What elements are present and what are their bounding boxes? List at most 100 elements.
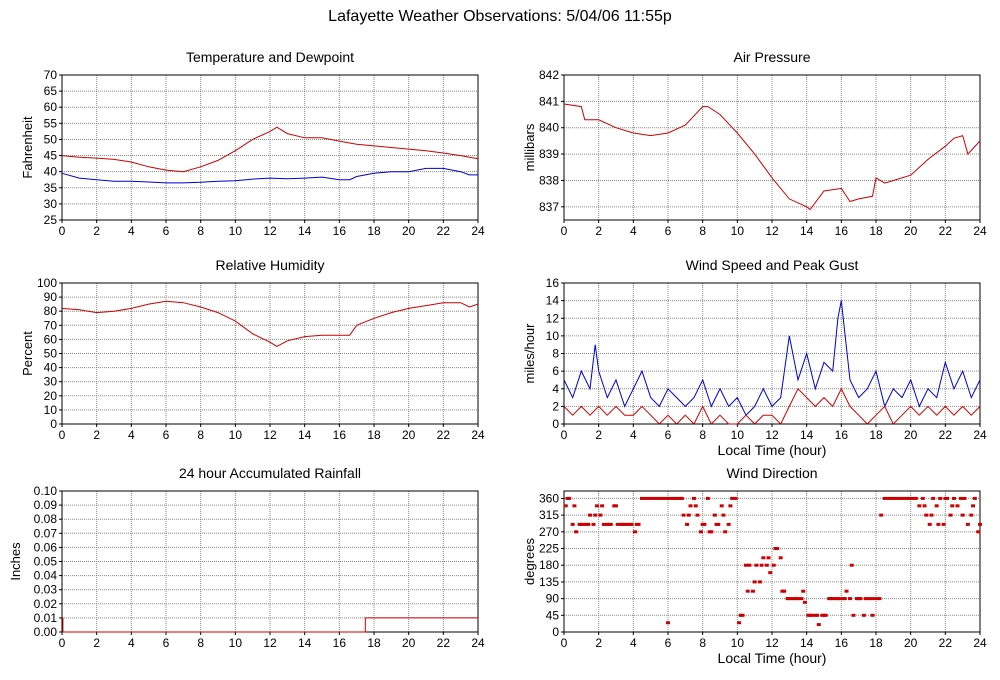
pressure-xtick-label: 6 (665, 224, 672, 238)
temp-ytick-label: 55 (44, 116, 58, 130)
temp-ytick-label: 30 (44, 197, 58, 211)
winddir-point (588, 513, 592, 517)
winddir-point (714, 522, 719, 526)
temp-xtick-label: 12 (263, 224, 277, 238)
humidity-xtick-label: 24 (471, 428, 485, 442)
winddir-point (969, 513, 974, 517)
winddir-point (861, 613, 866, 617)
humidity-ytick-label: 50 (44, 347, 58, 361)
wind-xtick-label: 24 (973, 428, 987, 442)
winddir-point (965, 522, 970, 526)
winddir-point (927, 522, 932, 526)
temp-xtick-label: 8 (197, 224, 204, 238)
pressure-xtick-label: 0 (561, 224, 568, 238)
winddir-point (627, 522, 632, 526)
pressure-xtick-label: 12 (765, 224, 779, 238)
winddir-point (882, 496, 887, 500)
winddir-point (768, 571, 773, 575)
winddir-point (971, 504, 976, 508)
rain-ytick-label: 0.05 (34, 555, 58, 569)
pressure-xtick-label: 16 (835, 224, 849, 238)
winddir-point (598, 513, 603, 517)
temp-xtick-label: 22 (437, 224, 451, 238)
wind-series-0-line (563, 300, 981, 417)
wind-xtick-label: 4 (630, 428, 637, 442)
humidity-ytick-label: 100 (37, 276, 57, 290)
winddir-xtick-label: 2 (595, 636, 602, 650)
winddir-point (707, 530, 712, 534)
humidity-ytick-label: 30 (44, 375, 58, 389)
winddir-point (943, 496, 948, 500)
winddir-point (934, 504, 939, 508)
winddir-point (828, 597, 833, 601)
pressure-xtick-label: 20 (904, 224, 918, 238)
wind-xtick-label: 16 (835, 428, 849, 442)
rain-ytick-label: 0.04 (34, 569, 58, 583)
winddir-point (640, 496, 644, 500)
winddir-xtick-label: 4 (630, 636, 637, 650)
winddir-point (733, 496, 738, 500)
rain-ytick-label: 0.09 (34, 498, 58, 512)
rain-ytick-label: 0.02 (34, 597, 58, 611)
winddir-point (799, 597, 804, 601)
winddir-point (801, 589, 806, 593)
winddir-point (681, 513, 686, 517)
pressure-ytick-label: 840 (539, 121, 559, 135)
winddir-ylabel: degrees (522, 538, 537, 585)
winddir-point (646, 496, 651, 500)
wind-series-1-line (563, 387, 981, 425)
rain-ytick-label: 0.01 (34, 611, 58, 625)
pressure-xtick-label: 2 (595, 224, 602, 238)
temp-xtick-label: 10 (229, 224, 243, 238)
winddir-point (863, 597, 868, 601)
wind-ytick-label: 14 (546, 294, 560, 308)
winddir-point (737, 621, 742, 625)
rain-xtick-label: 0 (59, 636, 66, 650)
winddir-point (633, 530, 638, 534)
winddir-point (938, 496, 943, 500)
winddir-xtick-label: 20 (904, 636, 918, 650)
winddir-point (842, 597, 847, 601)
winddir-ytick-label: 90 (546, 592, 560, 606)
winddir-point (958, 496, 963, 500)
winddir-point (920, 496, 925, 500)
winddir-plot-frame (563, 490, 981, 633)
pressure-ytick-label: 841 (539, 94, 559, 108)
winddir-point (924, 513, 929, 517)
winddir-ytick-label: 270 (539, 525, 559, 539)
wind-xtick-label: 10 (731, 428, 745, 442)
wind-ytick-label: 0 (552, 417, 559, 431)
rain-xtick-label: 6 (163, 636, 170, 650)
wind-ytick-label: 4 (552, 382, 559, 396)
winddir-point (759, 563, 764, 567)
winddir-point (802, 600, 807, 604)
winddir-point (712, 513, 717, 517)
humidity-ytick-label: 70 (44, 318, 58, 332)
winddir-point (903, 496, 908, 500)
rain-xtick-label: 14 (298, 636, 312, 650)
winddir-point (849, 563, 854, 567)
winddir-point (773, 547, 778, 551)
winddir-point (757, 580, 762, 584)
rain-xtick-label: 24 (471, 636, 485, 650)
humidity-xtick-label: 6 (163, 428, 170, 442)
winddir-point (761, 556, 766, 560)
winddir-point (872, 597, 877, 601)
temp-xtick-label: 18 (367, 224, 381, 238)
winddir-point (771, 563, 776, 567)
humidity-ytick-label: 20 (44, 389, 58, 403)
rain-xtick-label: 22 (437, 636, 451, 650)
winddir-point (579, 522, 584, 526)
rain-xtick-label: 8 (197, 636, 204, 650)
winddir-point (780, 589, 785, 593)
winddir-point (565, 496, 570, 500)
winddir-point (976, 530, 981, 534)
pressure-xtick-label: 18 (869, 224, 883, 238)
winddir-point (978, 522, 982, 526)
winddir-xtick-label: 0 (561, 636, 568, 650)
winddir-ytick-label: 0 (552, 625, 559, 639)
